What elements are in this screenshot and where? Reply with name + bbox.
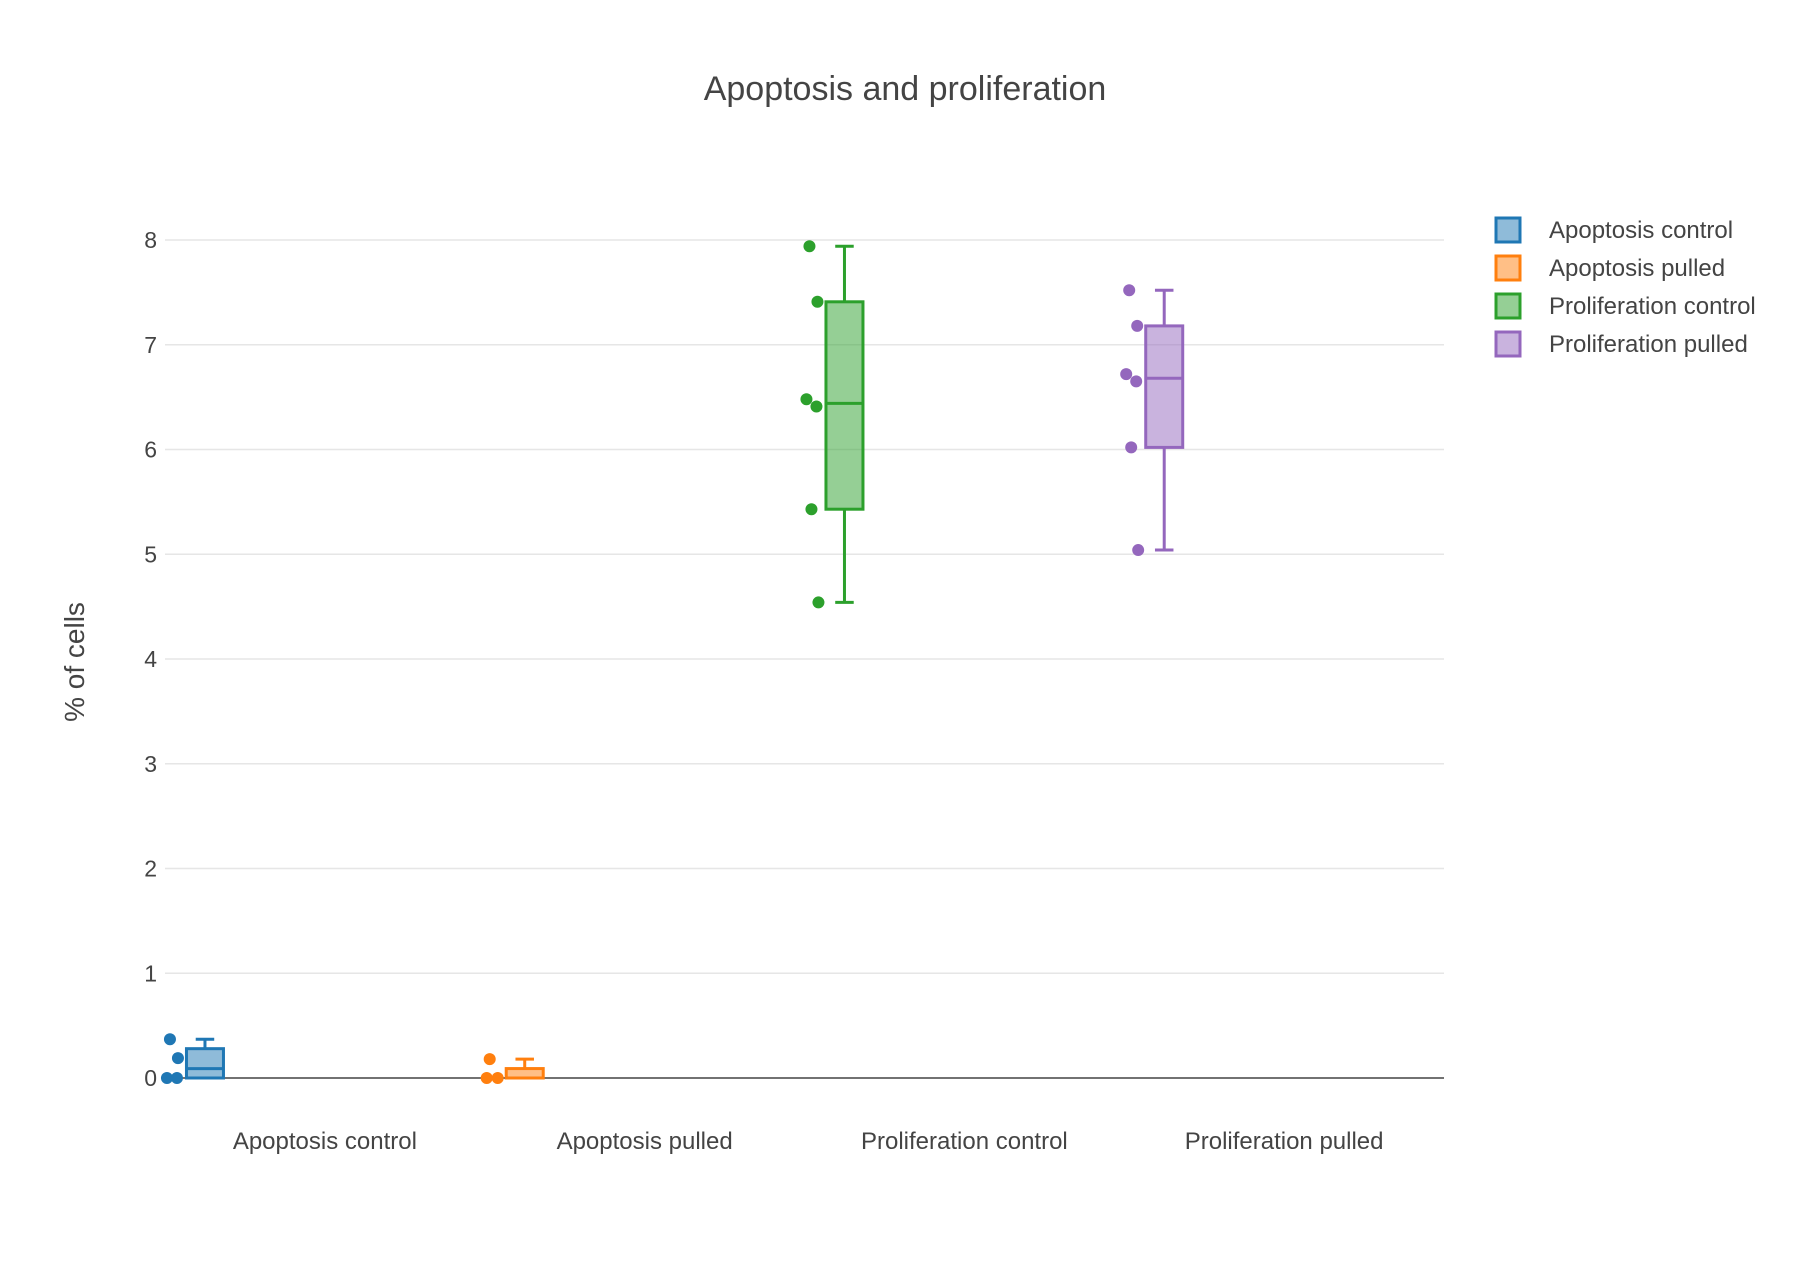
x-tick-label: Proliferation control (861, 1128, 1068, 1155)
data-point (491, 1072, 504, 1084)
x-axis-ticks: Apoptosis control Apoptosis pulled Prolife… (233, 1128, 1384, 1155)
data-point (1120, 368, 1133, 381)
y-axis-label: % of cells (59, 602, 90, 722)
data-point (1132, 544, 1145, 557)
data-point (810, 400, 823, 413)
legend-label: Apoptosis pulled (1549, 255, 1725, 282)
plot-area (160, 240, 1185, 1084)
data-point (1131, 319, 1144, 332)
data-point (170, 1072, 183, 1084)
chart-title: Apoptosis and proliferation (704, 70, 1107, 108)
y-tick-label: 7 (144, 332, 157, 358)
y-tick-label: 4 (144, 646, 157, 672)
data-point (1130, 375, 1143, 388)
y-tick-label: 5 (144, 541, 157, 567)
box-trace (1120, 284, 1185, 557)
y-tick-label: 8 (144, 227, 157, 253)
legend-swatch (1494, 216, 1522, 244)
data-point (811, 295, 824, 308)
box-trace (480, 1053, 545, 1084)
legend-label: Proliferation control (1549, 293, 1756, 320)
box-iqr (824, 300, 865, 511)
legend-label: Proliferation pulled (1549, 331, 1748, 358)
legend: Apoptosis control Apoptosis pulled Prolife… (1494, 216, 1756, 358)
gridlines (165, 239, 1444, 1079)
data-point (483, 1053, 496, 1066)
y-tick-label: 0 (144, 1065, 157, 1091)
box-trace (800, 240, 865, 609)
data-point (160, 1072, 173, 1084)
y-axis-ticks: 0 1 2 3 4 5 6 7 8 (144, 227, 157, 1091)
x-tick-label: Apoptosis pulled (557, 1128, 733, 1155)
data-point (800, 393, 813, 406)
y-tick-label: 6 (144, 437, 157, 463)
data-point (1123, 284, 1136, 297)
legend-label: Apoptosis control (1549, 217, 1733, 244)
legend-swatch (1494, 254, 1522, 282)
data-point (803, 240, 816, 253)
data-point (480, 1072, 493, 1084)
legend-swatch (1494, 330, 1522, 358)
box-iqr (184, 1047, 225, 1080)
box-trace (160, 1033, 225, 1084)
legend-swatch (1494, 292, 1522, 320)
y-tick-label: 2 (144, 856, 157, 882)
y-tick-label: 3 (144, 751, 157, 777)
y-tick-label: 1 (144, 960, 157, 986)
data-point (805, 503, 818, 516)
box-iqr (1144, 324, 1185, 449)
data-point (1125, 441, 1138, 454)
x-tick-label: Apoptosis control (233, 1128, 417, 1155)
x-tick-label: Proliferation pulled (1185, 1128, 1384, 1155)
data-point (812, 596, 825, 609)
data-point (171, 1052, 184, 1065)
data-point (163, 1033, 176, 1046)
